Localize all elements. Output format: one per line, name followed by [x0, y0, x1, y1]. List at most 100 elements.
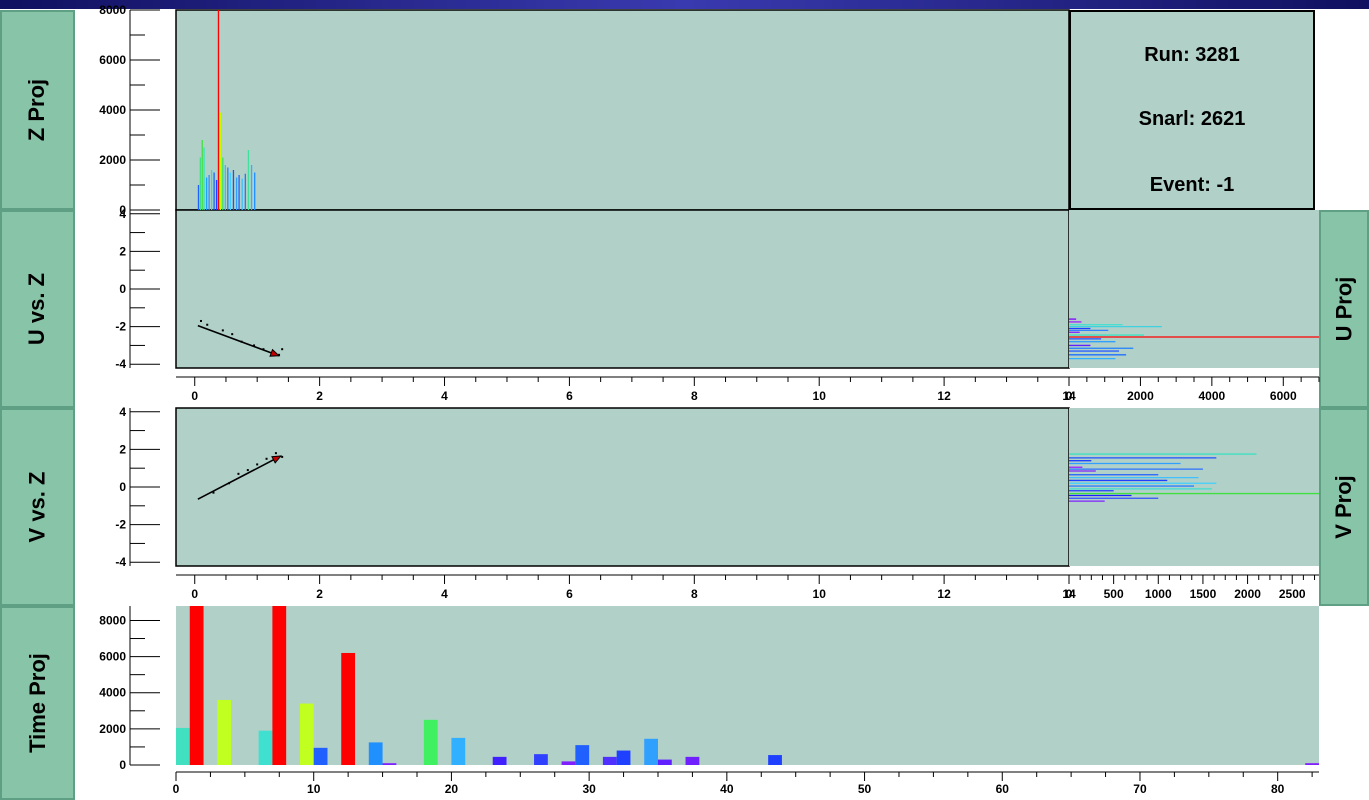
vvsz-xtick-label: 10	[813, 587, 827, 601]
zproj-label-box: Z Proj	[0, 10, 75, 210]
top-banner	[0, 0, 1369, 9]
timeproj-ytick-label: 8000	[99, 613, 126, 627]
vvsz-hit	[265, 457, 268, 460]
uvsz-ytick-label: -4	[115, 357, 126, 371]
vvsz-track-line	[197, 455, 282, 500]
uvsz-hit	[278, 353, 281, 356]
uvsz-ytick-label: 0	[119, 282, 126, 296]
timeproj-xtick-label: 40	[720, 782, 734, 796]
zproj-ytick-label: 8000	[99, 3, 126, 17]
timeproj-bar	[368, 742, 383, 765]
uvsz-track-arrow	[269, 348, 281, 357]
vproj-xtick-label: 500	[1104, 587, 1124, 601]
timeproj-bar	[534, 754, 548, 765]
uproj-label-box: U Proj	[1319, 210, 1369, 408]
vvsz-ytick-label: 2	[119, 442, 126, 456]
timeproj-bar	[492, 756, 507, 765]
timeproj-bar	[382, 763, 397, 765]
uproj-xtick-label: 2000	[1127, 389, 1154, 403]
timeproj-bar	[575, 745, 590, 765]
uvsz-label-box: U vs. Z	[0, 210, 75, 408]
timeproj-xtick-label: 60	[996, 782, 1010, 796]
timeproj-xtick-label: 0	[173, 782, 180, 796]
uvsz-hit	[206, 323, 209, 326]
vvsz-xtick-label: 4	[441, 587, 448, 601]
uvsz-frame	[175, 209, 1070, 369]
vproj-xtick-label: 1500	[1190, 587, 1217, 601]
timeproj-ytick-label: 2000	[99, 722, 126, 736]
zproj-frame	[175, 9, 1070, 211]
timeproj-bar	[685, 756, 700, 765]
uvsz-hit	[221, 329, 224, 332]
timeproj-bar	[258, 730, 273, 765]
vvsz-ytick-label: -4	[115, 555, 126, 569]
timeproj-xtick-label: 30	[582, 782, 596, 796]
uproj-xtick-label: 0	[1066, 389, 1073, 403]
timeproj-bar	[451, 737, 466, 765]
uvsz-xtick-label: 2	[316, 389, 323, 403]
vproj-xtick-label: 2500	[1279, 587, 1306, 601]
vvsz-hit	[237, 472, 240, 475]
event-info-box: Run: 3281 Snarl: 2621 Event: -1	[1069, 10, 1315, 210]
uvsz-ytick-label: 4	[119, 207, 126, 221]
uvsz-hit	[253, 344, 256, 347]
event-number: Event: -1	[1149, 174, 1235, 196]
timeproj-xtick-label: 20	[445, 782, 459, 796]
vproj-frame	[1069, 408, 1319, 566]
timeproj-bar	[657, 759, 672, 765]
timeproj-bar	[602, 756, 617, 765]
timeproj-bar	[768, 755, 782, 765]
run-number: Run: 3281	[1144, 44, 1240, 66]
timeproj-ytick-label: 0	[119, 758, 126, 772]
zproj-ytick-label: 0	[119, 203, 126, 217]
uvsz-hit	[199, 319, 202, 322]
timeproj-label-box: Time Proj	[0, 606, 75, 800]
vproj-xtick-label: 2000	[1234, 587, 1261, 601]
vvsz-ytick-label: 4	[119, 405, 126, 419]
vproj-label-box: V Proj	[1319, 408, 1369, 606]
vvsz-ytick-label: 0	[119, 480, 126, 494]
timeproj-bar	[176, 727, 190, 765]
timeproj-bar	[341, 652, 356, 765]
timeproj-xtick-label: 10	[307, 782, 321, 796]
vvsz-track-arrow	[271, 455, 283, 464]
vvsz-xtick-label: 12	[937, 587, 951, 601]
timeproj-bar	[561, 761, 576, 765]
timeproj-bar	[217, 699, 232, 765]
vvsz-hit	[281, 455, 284, 458]
timeproj-ytick-label: 6000	[99, 650, 126, 664]
timeproj-bar	[272, 606, 287, 765]
uvsz-ytick-label: -2	[115, 320, 126, 334]
uvsz-xtick-label: 10	[813, 389, 827, 403]
uproj-frame	[1069, 210, 1319, 368]
timeproj-ytick-label: 4000	[99, 686, 126, 700]
timeproj-bar	[1305, 763, 1319, 765]
vvsz-xtick-label: 8	[691, 587, 698, 601]
vvsz-label-box: V vs. Z	[0, 408, 75, 606]
uvsz-track-line	[197, 324, 280, 357]
timeproj-bar	[313, 747, 328, 765]
vvsz-xtick-label: 0	[191, 587, 198, 601]
timeproj-xtick-label: 80	[1271, 782, 1285, 796]
uvsz-ytick-label: 2	[119, 244, 126, 258]
uproj-xtick-label: 6000	[1270, 389, 1297, 403]
uvsz-xtick-label: 6	[566, 389, 573, 403]
uvsz-xtick-label: 12	[937, 389, 951, 403]
uvsz-hit	[281, 348, 284, 351]
uvsz-xtick-label: 0	[191, 389, 198, 403]
vvsz-hit	[274, 452, 277, 455]
timeproj-xtick-label: 50	[858, 782, 872, 796]
timeproj-bar	[299, 703, 314, 765]
uvsz-hit	[231, 333, 234, 336]
timeproj-bar	[189, 606, 204, 765]
vvsz-xtick-label: 2	[316, 587, 323, 601]
snarl-number: Snarl: 2621	[1138, 108, 1246, 130]
vproj-xtick-label: 1000	[1145, 587, 1172, 601]
vvsz-hit	[212, 491, 215, 494]
vvsz-xtick-label: 14	[1062, 587, 1076, 601]
vvsz-hit	[246, 469, 249, 472]
timeproj-xtick-label: 70	[1133, 782, 1147, 796]
timeproj-bar	[423, 719, 438, 765]
uvsz-xtick-label: 8	[691, 389, 698, 403]
vvsz-frame	[175, 407, 1070, 567]
